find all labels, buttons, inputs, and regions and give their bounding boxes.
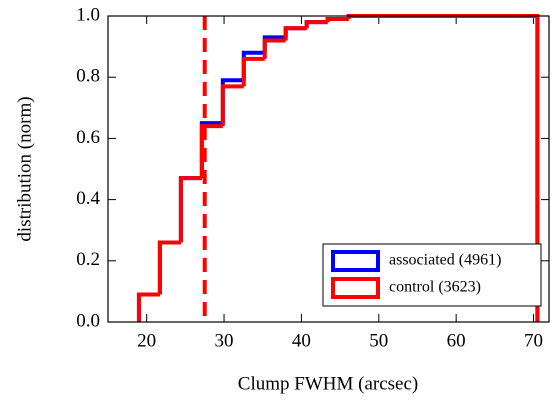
plot-frame [107,15,550,323]
histogram-step [136,292,160,322]
x-tick-label: 70 [524,330,543,351]
x-axis-label: Clump FWHM (arcsec) [238,373,418,394]
x-tick-label: 40 [292,330,311,351]
histogram-step [178,176,202,243]
x-tick-label: 20 [137,330,156,351]
histogram-step [157,240,181,295]
y-tick-label: 0.2 [76,249,100,270]
histogram-step [220,84,244,127]
y-tick-label: 0.6 [76,127,100,148]
y-axis-label: distribution (norm) [14,96,35,241]
y-tick-label: 0.4 [76,188,100,209]
histogram-step [136,292,160,322]
legend-label: associated (4961) [389,252,501,269]
y-tick-label: 1.0 [76,4,100,25]
histogram-step [199,124,223,179]
histogram-step [157,240,181,295]
x-tick-label: 30 [215,330,234,351]
legend-swatch [331,250,380,272]
histogram-step [304,20,328,29]
histogram-step [262,38,286,59]
histogram-step [178,176,202,243]
histogram-step [241,56,265,87]
y-tick-label: 0.8 [76,66,100,87]
legend-label: control (3623) [389,279,481,296]
y-tick-label: 0.0 [76,310,100,331]
legend-swatch [331,277,380,299]
x-tick-label: 50 [369,330,388,351]
histogram-step [325,17,349,23]
x-tick-label: 60 [447,330,466,351]
histogram-step [283,26,307,41]
